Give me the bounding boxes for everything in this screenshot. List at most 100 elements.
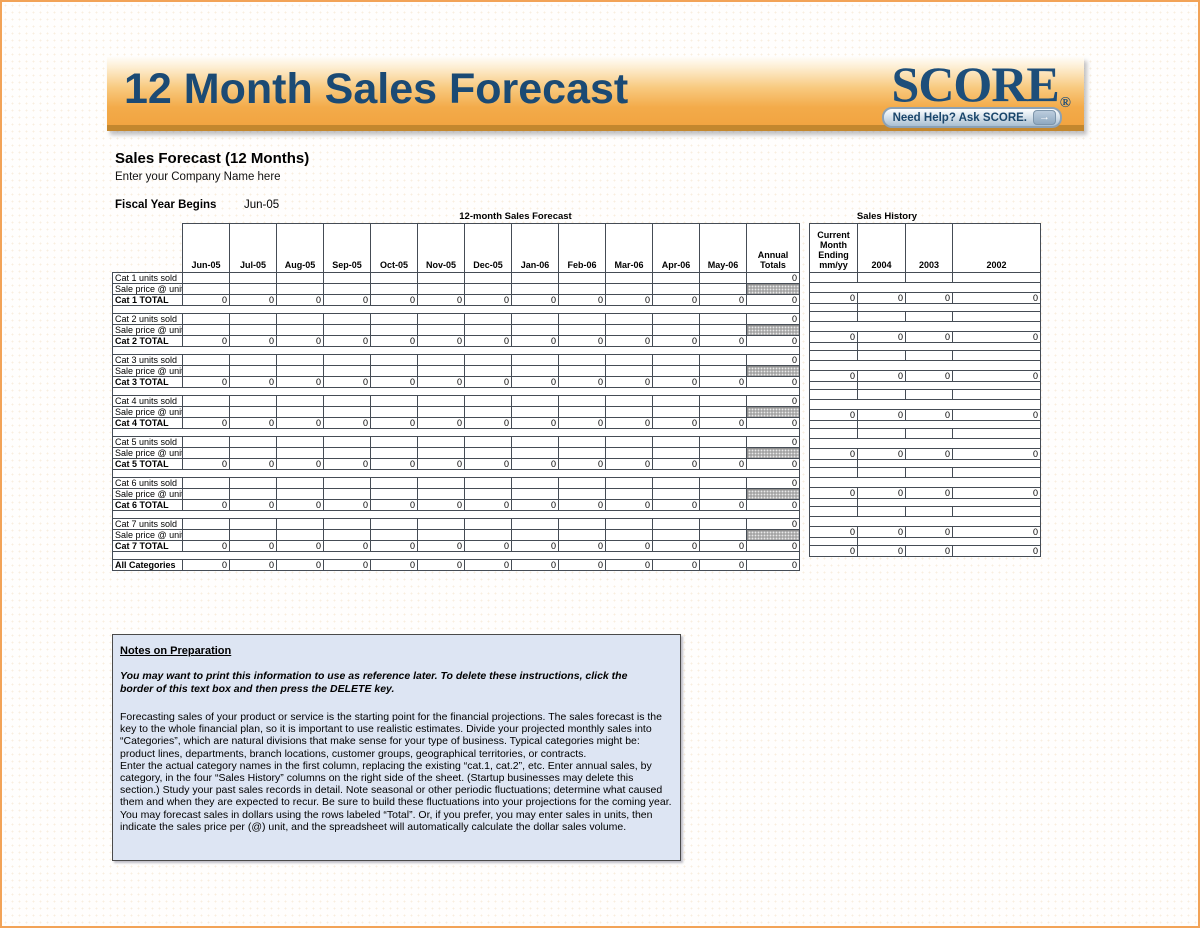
monthly-total-cell[interactable]: 0 — [605, 559, 653, 571]
price-entry-cell[interactable] — [511, 406, 559, 418]
history-total-cell[interactable]: 0 — [857, 545, 906, 557]
monthly-total-cell[interactable]: 0 — [558, 559, 606, 571]
price-entry-cell[interactable] — [182, 283, 230, 295]
units-entry-cell[interactable] — [370, 436, 418, 448]
monthly-total-cell[interactable]: 0 — [699, 540, 747, 552]
monthly-total-cell[interactable]: 0 — [511, 499, 559, 511]
units-entry-cell[interactable] — [699, 272, 747, 284]
monthly-total-cell[interactable]: 0 — [558, 499, 606, 511]
monthly-total-cell[interactable]: 0 — [370, 559, 418, 571]
monthly-total-cell[interactable]: 0 — [276, 499, 324, 511]
units-entry-cell[interactable] — [370, 518, 418, 530]
price-entry-cell[interactable] — [229, 488, 277, 500]
history-total-cell[interactable]: 0 — [905, 545, 953, 557]
history-total-cell[interactable]: 0 — [905, 331, 953, 343]
units-entry-cell[interactable] — [652, 395, 700, 407]
monthly-total-cell[interactable]: 0 — [370, 294, 418, 306]
monthly-total-cell[interactable]: 0 — [464, 417, 512, 429]
monthly-total-cell[interactable]: 0 — [417, 417, 465, 429]
monthly-total-cell[interactable]: 0 — [605, 294, 653, 306]
units-entry-cell[interactable] — [699, 477, 747, 489]
history-total-cell[interactable]: 0 — [905, 448, 953, 460]
price-entry-cell[interactable] — [276, 406, 324, 418]
units-entry-cell[interactable] — [511, 354, 559, 366]
price-entry-cell[interactable] — [370, 447, 418, 459]
history-merged-cell[interactable] — [809, 360, 1041, 371]
monthly-total-cell[interactable]: 0 — [276, 458, 324, 470]
units-entry-cell[interactable] — [699, 395, 747, 407]
price-entry-cell[interactable] — [323, 406, 371, 418]
annual-units-total-cell[interactable]: 0 — [746, 477, 800, 489]
price-entry-cell[interactable] — [699, 447, 747, 459]
price-entry-cell[interactable] — [323, 324, 371, 336]
row-label-cell[interactable]: Cat 5 TOTAL — [112, 458, 183, 470]
units-entry-cell[interactable] — [464, 313, 512, 325]
monthly-total-cell[interactable]: 0 — [229, 376, 277, 388]
units-entry-cell[interactable] — [652, 477, 700, 489]
price-entry-cell[interactable] — [652, 529, 700, 541]
monthly-total-cell[interactable]: 0 — [511, 376, 559, 388]
price-entry-cell[interactable] — [417, 488, 465, 500]
monthly-total-cell[interactable]: 0 — [699, 458, 747, 470]
monthly-total-cell[interactable]: 0 — [605, 417, 653, 429]
units-entry-cell[interactable] — [558, 272, 606, 284]
price-entry-cell[interactable] — [417, 283, 465, 295]
price-entry-cell[interactable] — [323, 529, 371, 541]
units-entry-cell[interactable] — [323, 354, 371, 366]
units-entry-cell[interactable] — [511, 395, 559, 407]
units-entry-cell[interactable] — [417, 436, 465, 448]
units-entry-cell[interactable] — [699, 313, 747, 325]
monthly-total-cell[interactable]: 0 — [652, 559, 700, 571]
annual-units-total-cell[interactable]: 0 — [746, 272, 800, 284]
monthly-total-cell[interactable]: 0 — [370, 499, 418, 511]
units-entry-cell[interactable] — [511, 313, 559, 325]
price-entry-cell[interactable] — [276, 324, 324, 336]
units-entry-cell[interactable] — [182, 518, 230, 530]
units-entry-cell[interactable] — [558, 477, 606, 489]
monthly-total-cell[interactable]: 0 — [417, 499, 465, 511]
price-entry-cell[interactable] — [276, 488, 324, 500]
monthly-total-cell[interactable]: 0 — [417, 540, 465, 552]
annual-units-total-cell[interactable]: 0 — [746, 354, 800, 366]
price-entry-cell[interactable] — [699, 406, 747, 418]
monthly-total-cell[interactable]: 0 — [417, 294, 465, 306]
monthly-total-cell[interactable]: 0 — [699, 499, 747, 511]
monthly-total-cell[interactable]: 0 — [417, 376, 465, 388]
units-entry-cell[interactable] — [370, 354, 418, 366]
units-entry-cell[interactable] — [417, 395, 465, 407]
monthly-total-cell[interactable]: 0 — [699, 335, 747, 347]
price-entry-cell[interactable] — [182, 365, 230, 377]
history-entry-cell[interactable] — [809, 389, 858, 400]
history-entry-cell[interactable] — [952, 428, 1041, 439]
monthly-total-cell[interactable]: 0 — [182, 559, 230, 571]
units-entry-cell[interactable] — [558, 395, 606, 407]
units-entry-cell[interactable] — [229, 354, 277, 366]
units-entry-cell[interactable] — [699, 436, 747, 448]
units-entry-cell[interactable] — [464, 436, 512, 448]
annual-total-cell[interactable]: 0 — [746, 335, 800, 347]
price-entry-cell[interactable] — [276, 365, 324, 377]
monthly-total-cell[interactable]: 0 — [558, 540, 606, 552]
history-entry-cell[interactable] — [952, 350, 1041, 361]
history-entry-cell[interactable] — [857, 389, 906, 400]
price-entry-cell[interactable] — [370, 324, 418, 336]
price-entry-cell[interactable] — [699, 365, 747, 377]
price-entry-cell[interactable] — [417, 324, 465, 336]
price-entry-cell[interactable] — [652, 324, 700, 336]
monthly-total-cell[interactable]: 0 — [652, 458, 700, 470]
history-total-cell[interactable]: 0 — [952, 526, 1041, 538]
history-total-cell[interactable]: 0 — [857, 526, 906, 538]
price-entry-cell[interactable] — [182, 447, 230, 459]
history-entry-cell[interactable] — [905, 311, 953, 322]
price-entry-cell[interactable] — [605, 324, 653, 336]
units-entry-cell[interactable] — [464, 518, 512, 530]
monthly-total-cell[interactable]: 0 — [276, 376, 324, 388]
monthly-total-cell[interactable]: 0 — [370, 458, 418, 470]
monthly-total-cell[interactable]: 0 — [464, 376, 512, 388]
price-entry-cell[interactable] — [558, 365, 606, 377]
price-entry-cell[interactable] — [605, 447, 653, 459]
price-entry-cell[interactable] — [370, 365, 418, 377]
price-entry-cell[interactable] — [229, 406, 277, 418]
units-entry-cell[interactable] — [182, 272, 230, 284]
row-label-cell[interactable]: Cat 6 TOTAL — [112, 499, 183, 511]
